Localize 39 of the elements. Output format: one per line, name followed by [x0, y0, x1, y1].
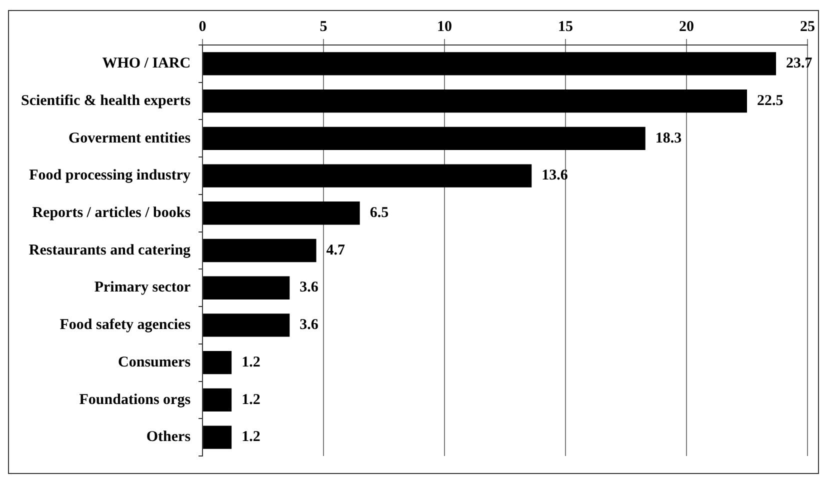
data-label: 1.2: [242, 429, 260, 446]
y-tick-label: Scientific & health experts: [20, 92, 191, 109]
bar: [203, 202, 360, 225]
y-tick-label: Restaurants and catering: [28, 242, 192, 258]
x-tick-label: 10: [437, 18, 452, 35]
y-tick-label: Food processing industry: [29, 168, 192, 184]
y-tick-label: Primary sector: [94, 280, 191, 296]
y-tick-label: Consumers: [118, 354, 191, 370]
data-label: 3.6: [300, 280, 319, 296]
bar: [203, 426, 232, 449]
x-tick-label: 25: [800, 18, 815, 35]
y-tick-label: WHO / IARC: [102, 56, 191, 72]
bar: [203, 351, 232, 374]
x-tick-label: 0: [198, 18, 206, 35]
x-tick-label: 5: [320, 18, 328, 35]
data-label: 13.6: [542, 168, 568, 184]
y-tick-label: Others: [146, 429, 191, 446]
bar: [203, 126, 646, 150]
data-label: 1.2: [242, 354, 260, 370]
bar: [203, 314, 290, 337]
x-tick-label: 15: [558, 18, 574, 35]
bar: [203, 276, 290, 300]
data-label: 3.6: [300, 317, 319, 334]
bar: [203, 164, 532, 188]
data-label: 4.7: [326, 242, 346, 258]
bar: [203, 52, 776, 76]
data-label: 23.7: [786, 56, 813, 72]
data-label: 18.3: [655, 130, 682, 146]
bar: [203, 388, 232, 412]
x-tick-label: 20: [679, 18, 694, 35]
data-label: 22.5: [757, 92, 784, 109]
y-tick-label: Goverment entities: [68, 130, 191, 146]
bar: [203, 89, 748, 113]
data-label: 6.5: [370, 205, 389, 222]
data-label: 1.2: [242, 392, 260, 408]
bar: [203, 238, 316, 262]
y-tick-label: Foundations orgs: [79, 392, 191, 408]
y-tick-label: Reports / articles / books: [32, 205, 191, 222]
y-tick-label: Food safety agencies: [60, 317, 191, 334]
